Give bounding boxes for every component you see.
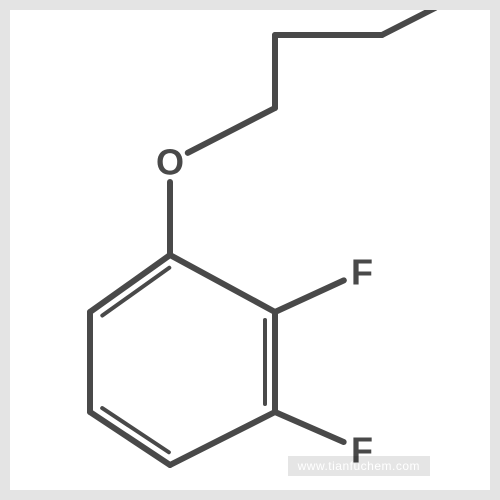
- svg-text:F: F: [351, 252, 373, 293]
- source-watermark: www.tianfuchem.com: [288, 456, 430, 476]
- svg-text:O: O: [156, 142, 184, 183]
- molecule-card: OFF www.tianfuchem.com: [10, 10, 490, 490]
- molecule-structure: OFF: [10, 10, 490, 490]
